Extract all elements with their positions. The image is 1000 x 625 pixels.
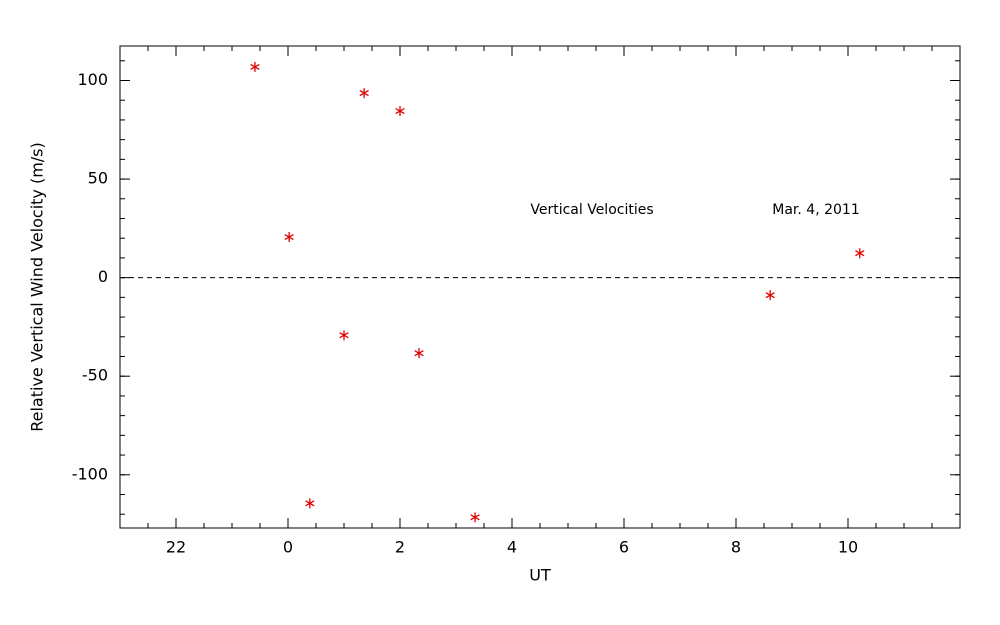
x-tick-label: 22: [166, 538, 186, 557]
x-axis-label: UT: [529, 566, 551, 585]
point: [855, 248, 865, 259]
point: [359, 88, 369, 99]
x-tick-label: 0: [283, 538, 293, 557]
x-tick-label: 4: [507, 538, 517, 557]
y-tick-label: 100: [77, 70, 108, 89]
y-tick-label: 50: [88, 169, 108, 188]
point: [395, 106, 405, 117]
point: [414, 348, 424, 359]
x-tick-label: 10: [838, 538, 858, 557]
plot-frame: [119, 45, 961, 529]
point: [305, 498, 315, 509]
annotation: Vertical Velocities: [530, 202, 653, 218]
point: [339, 330, 349, 341]
x-tick-label: 8: [731, 538, 741, 557]
y-axis-label: Relative Vertical Wind Velocity (m/s): [28, 142, 47, 432]
x-tick-label: 6: [619, 538, 629, 557]
annotation: Mar. 4, 2011: [772, 202, 859, 218]
point: [470, 512, 480, 523]
point: [765, 290, 775, 301]
x-tick-label: 2: [395, 538, 405, 557]
point: [250, 61, 260, 72]
point: [284, 232, 294, 243]
y-tick-label: 0: [98, 267, 108, 286]
y-tick-label: -50: [82, 366, 108, 385]
y-tick-label: -100: [72, 464, 108, 483]
